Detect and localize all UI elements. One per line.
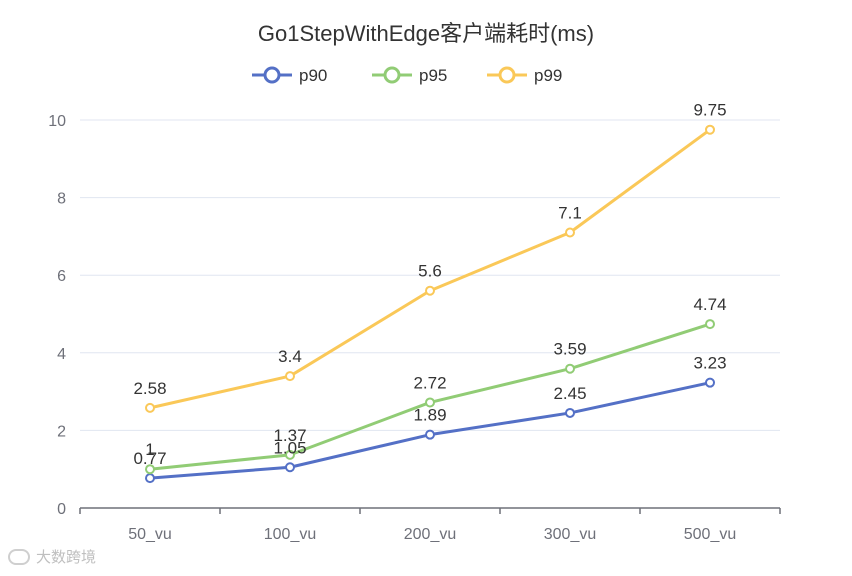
data-point-p90[interactable] [705,377,715,388]
data-label-p90: 1.05 [273,438,306,457]
data-point-p95[interactable] [565,363,575,374]
data-label-p95: 4.74 [693,295,726,314]
watermark-logo-icon [8,548,30,565]
x-tick-label: 200_vu [404,526,457,543]
watermark: 大数跨境 [8,546,96,567]
data-point-p99[interactable] [425,285,435,296]
data-label-p90: 3.23 [693,354,726,373]
chart-legend: p90 p95 p99 [252,66,562,85]
data-point-p95[interactable] [705,319,715,330]
legend-marker-icon [383,66,401,84]
y-tick-label: 0 [57,501,66,518]
x-tick-label: 500_vu [684,526,737,543]
x-tick-label: 100_vu [264,526,317,543]
series-group [145,124,715,484]
data-point-p95[interactable] [145,464,155,475]
data-label-p99: 2.58 [133,379,166,398]
data-point-p95[interactable] [425,397,435,408]
y-tick-label: 4 [57,346,66,363]
x-tick-label: 300_vu [544,526,597,543]
data-point-p90[interactable] [285,462,295,473]
data-point-p99[interactable] [565,227,575,238]
data-labels: 0.77 1.05 1.89 2.45 3.23 1 1.37 2.72 3.59 4.74 2.5… [133,101,726,468]
x-axis: 50_vu 100_vu 200_vu 300_vu 500_vu [79,507,781,543]
series-line-p95 [149,322,711,471]
y-tick-label: 6 [57,268,66,285]
legend-label: p95 [419,66,447,85]
legend-item-p90[interactable]: p90 [252,66,327,85]
y-grid [80,119,780,431]
legend-label: p99 [534,66,562,85]
data-label-p90: 0.77 [133,449,166,468]
legend-item-p95[interactable]: p95 [372,66,447,85]
data-label-p90: 1.89 [413,406,446,425]
data-label-p95: 3.59 [553,340,586,359]
data-point-p99[interactable] [145,402,155,413]
data-point-p90[interactable] [565,407,575,418]
legend-item-p99[interactable]: p99 [487,66,562,85]
data-label-p95: 1 [145,440,154,459]
y-tick-label: 2 [57,423,66,440]
data-label-p99: 9.75 [693,101,726,120]
data-label-p95: 2.72 [413,373,446,392]
watermark-text: 大数跨境 [36,549,97,566]
legend-marker-icon [498,66,516,84]
y-axis: 0 2 4 6 8 10 [48,113,66,518]
data-label-p99: 3.4 [278,347,302,366]
data-label-p99: 7.1 [558,204,582,223]
data-point-p99[interactable] [285,371,295,382]
data-point-p90[interactable] [425,429,435,440]
data-point-p95[interactable] [285,449,295,460]
data-label-p90: 2.45 [553,384,586,403]
chart-title: Go1StepWithEdge客户端耗时(ms) [258,21,594,46]
x-tick-label: 50_vu [128,526,172,543]
data-point-p99[interactable] [705,124,715,135]
data-label-p99: 5.6 [418,262,442,281]
y-tick-label: 8 [57,191,66,208]
data-point-p90[interactable] [145,473,155,484]
data-label-p95: 1.37 [273,426,306,445]
legend-marker-icon [263,66,281,84]
y-tick-label: 10 [48,113,66,130]
legend-label: p90 [299,66,327,85]
